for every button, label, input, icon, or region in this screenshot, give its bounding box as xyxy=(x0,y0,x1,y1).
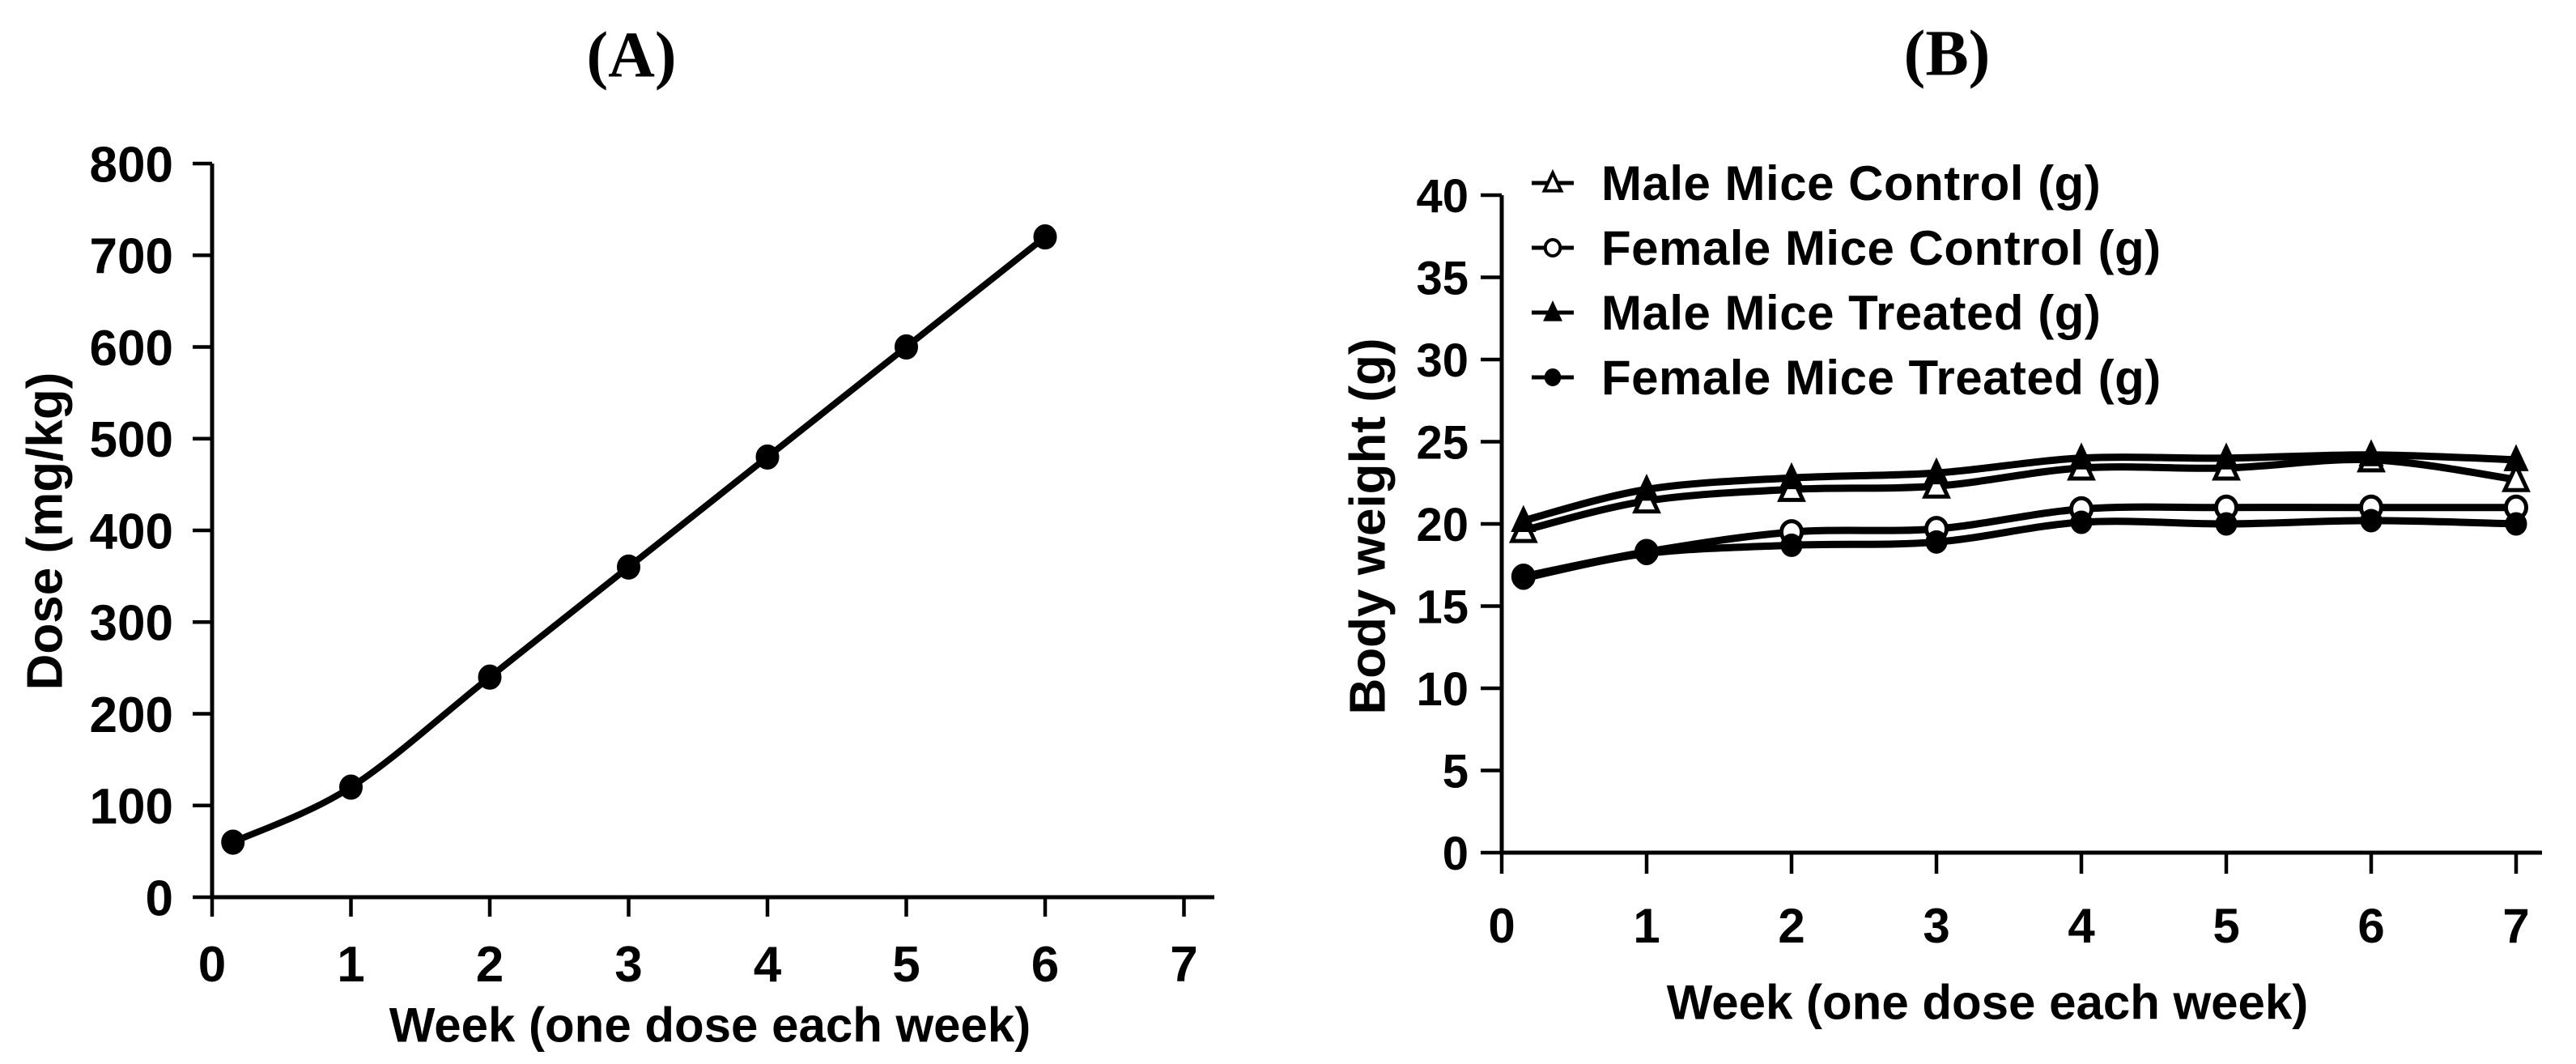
legend-item-female-mice-control-g: Female Mice Control (g) xyxy=(1530,215,2162,280)
panel-b-xaxis-title: Week (one dose each week) xyxy=(1666,975,2309,1030)
marker-circle-filled xyxy=(339,774,363,800)
marker-circle-filled xyxy=(755,444,780,470)
legend-symbol-circle-filled-icon xyxy=(1532,368,1574,386)
y-tick-label: 0 xyxy=(1443,828,1469,880)
x-tick-label: 0 xyxy=(198,937,226,993)
legend-label: Male Mice Control (g) xyxy=(1601,155,2102,211)
series-markers-dose-mg-kg xyxy=(221,224,1057,855)
marker-circle-filled xyxy=(1635,542,1658,566)
marker-circle-filled xyxy=(1033,224,1057,250)
legend-label: Male Mice Treated (g) xyxy=(1601,285,2102,340)
y-tick-label: 800 xyxy=(90,137,173,193)
y-tick-label: 700 xyxy=(90,229,173,285)
legend-symbol-circle-open-icon xyxy=(1532,238,1574,257)
y-tick-label: 25 xyxy=(1416,416,1469,469)
marker-triangle-open xyxy=(1922,467,1951,499)
legend-symbol-triangle-filled-icon xyxy=(1532,300,1574,321)
marker-triangle-filled xyxy=(2213,442,2239,470)
legend-symbol-triangle-open-icon xyxy=(1532,168,1574,193)
marker-circle-filled xyxy=(895,334,918,360)
marker-triangle-open xyxy=(2502,461,2531,492)
marker-circle-filled xyxy=(478,664,502,690)
series-line-female-mice-treated-g xyxy=(1520,517,2520,582)
series-line-male-mice-treated-g xyxy=(1520,451,2520,525)
x-tick-label: 3 xyxy=(1923,899,1949,953)
x-tick-label: 7 xyxy=(1170,937,1197,993)
marker-circle-filled xyxy=(1780,533,1803,557)
marker-circle-filled xyxy=(1925,530,1948,554)
y-tick-label: 0 xyxy=(146,870,173,926)
legend-item-female-mice-treated-g: Female Mice Treated (g) xyxy=(1530,345,2162,410)
marker-circle-open xyxy=(1543,238,1562,257)
marker-triangle-filled xyxy=(1923,457,1949,485)
y-tick-label: 5 xyxy=(1443,745,1469,798)
marker-circle-filled xyxy=(2505,512,2527,536)
panel-b-yaxis-title: Body weight (g) xyxy=(1340,338,1396,715)
panel-b-title: (B) xyxy=(1903,18,1991,90)
panel-a-yaxis-title: Dose (mg/kg) xyxy=(17,372,74,691)
x-tick-label: 7 xyxy=(2502,899,2529,953)
panel-b-plot: 0 5 10 15 20 25 30 35 40 0 1 2 3 4 5 6 7 xyxy=(1416,170,2542,953)
y-tick-label: 20 xyxy=(1416,499,1469,551)
marker-triangle-filled xyxy=(2503,444,2529,471)
y-tick-label: 200 xyxy=(90,687,173,743)
y-tick-label: 15 xyxy=(1416,581,1469,633)
x-tick-label: 2 xyxy=(1778,899,1804,953)
x-tick-label: 0 xyxy=(1488,899,1515,953)
y-tick-label: 400 xyxy=(90,504,173,560)
marker-circle-filled xyxy=(2215,512,2238,536)
x-tick-label: 4 xyxy=(2068,899,2095,953)
legend-item-male-mice-treated-g: Male Mice Treated (g) xyxy=(1530,280,2162,345)
marker-circle-filled xyxy=(2360,509,2383,533)
y-tick-label: 300 xyxy=(90,596,173,652)
x-tick-label: 5 xyxy=(892,937,920,993)
marker-circle-filled xyxy=(2070,510,2093,534)
panel-b-legend: Male Mice Control (g) Female Mice Control… xyxy=(1530,151,2162,410)
y-tick-label: 100 xyxy=(90,779,173,835)
marker-circle-filled xyxy=(617,554,640,580)
series-markers-male-mice-treated-g xyxy=(1511,439,2529,532)
panel-a-plot: 0 100 200 300 400 500 600 700 800 0 1 2 3 4 5 6 7 xyxy=(90,137,1214,993)
x-tick-label: 4 xyxy=(754,937,782,993)
marker-triangle-filled xyxy=(2068,442,2094,470)
marker-triangle-open xyxy=(1541,168,1564,193)
marker-circle-filled xyxy=(1544,368,1562,386)
x-tick-label: 6 xyxy=(2357,899,2384,953)
series-line-dose-mg-kg xyxy=(229,233,1048,846)
marker-triangle-filled xyxy=(2358,439,2384,466)
y-tick-label: 40 xyxy=(1416,170,1469,223)
y-tick-label: 30 xyxy=(1416,334,1469,387)
y-tick-label: 35 xyxy=(1416,252,1469,304)
y-tick-label: 500 xyxy=(90,412,173,468)
y-tick-label: 10 xyxy=(1416,663,1469,716)
x-tick-label: 1 xyxy=(337,937,364,993)
marker-triangle-filled xyxy=(1511,504,1537,532)
marker-triangle-filled xyxy=(1779,462,1804,490)
legend-item-male-mice-control-g: Male Mice Control (g) xyxy=(1530,151,2162,215)
y-tick-label: 600 xyxy=(90,321,173,377)
x-tick-label: 5 xyxy=(2213,899,2239,953)
marker-triangle-filled xyxy=(1634,474,1660,501)
series-line-male-mice-control-g xyxy=(1520,455,2520,534)
x-tick-label: 2 xyxy=(476,937,504,993)
x-tick-label: 6 xyxy=(1031,937,1059,993)
x-tick-label: 3 xyxy=(614,937,642,993)
marker-triangle-filled xyxy=(1543,300,1562,321)
panel-a-title: (A) xyxy=(586,19,677,92)
series-markers-female-mice-treated-g xyxy=(1512,509,2527,590)
x-tick-label: 1 xyxy=(1633,899,1660,953)
legend-label: Female Mice Treated (g) xyxy=(1601,350,2162,405)
panel-a-xaxis-title: Week (one dose each week) xyxy=(389,998,1031,1053)
marker-circle-filled xyxy=(221,829,245,855)
legend-label: Female Mice Control (g) xyxy=(1601,220,2162,275)
marker-circle-filled xyxy=(1512,566,1535,590)
